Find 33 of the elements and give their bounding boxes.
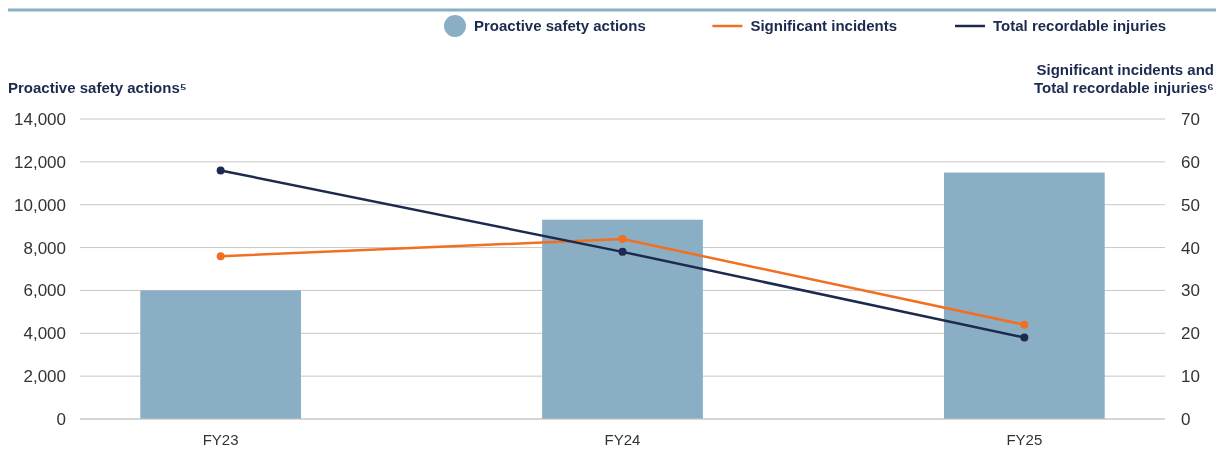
y2-tick-label: 0	[1181, 410, 1191, 429]
point	[1020, 333, 1029, 342]
point	[216, 252, 225, 261]
bar	[140, 290, 302, 419]
y2-tick-label: 10	[1181, 367, 1200, 387]
y-tick-label: 14,000	[14, 110, 66, 129]
point	[618, 235, 627, 243]
y-tick-label: 2,000	[23, 367, 66, 387]
y2-tick-label: 60	[1181, 152, 1200, 172]
legend-label: Total recordable injuries	[993, 17, 1167, 34]
y-tick-label: 10,000	[14, 195, 66, 215]
y-tick-label: 6,000	[23, 281, 66, 301]
y-tick-label: 8,000	[23, 238, 66, 258]
y2-tick-label: 30	[1181, 281, 1200, 301]
x-tick-label: FY24	[604, 431, 641, 448]
point	[216, 166, 225, 175]
x-tick-label: FY25	[1006, 431, 1043, 448]
legend-label: Significant incidents	[750, 17, 898, 34]
y-tick-label: 0	[56, 410, 66, 429]
y-axis-title: Proactive safety actions⁵	[8, 79, 187, 96]
bar	[943, 172, 1105, 419]
y-tick-label: 12,000	[14, 152, 66, 172]
y2-tick-label: 40	[1181, 238, 1200, 258]
point	[1020, 320, 1029, 329]
legend-label: Proactive safety actions	[474, 17, 646, 34]
y2-tick-label: 70	[1181, 110, 1200, 129]
y2-tick-label: 20	[1181, 324, 1200, 344]
y2-axis-title: Significant incidents and Total recordable injuries⁶	[1033, 61, 1214, 96]
point	[618, 247, 627, 256]
y-tick-label: 4,000	[23, 324, 66, 344]
x-tick-label: FY23	[202, 431, 239, 448]
bar	[542, 219, 703, 419]
y2-tick-label: 50	[1181, 195, 1200, 215]
